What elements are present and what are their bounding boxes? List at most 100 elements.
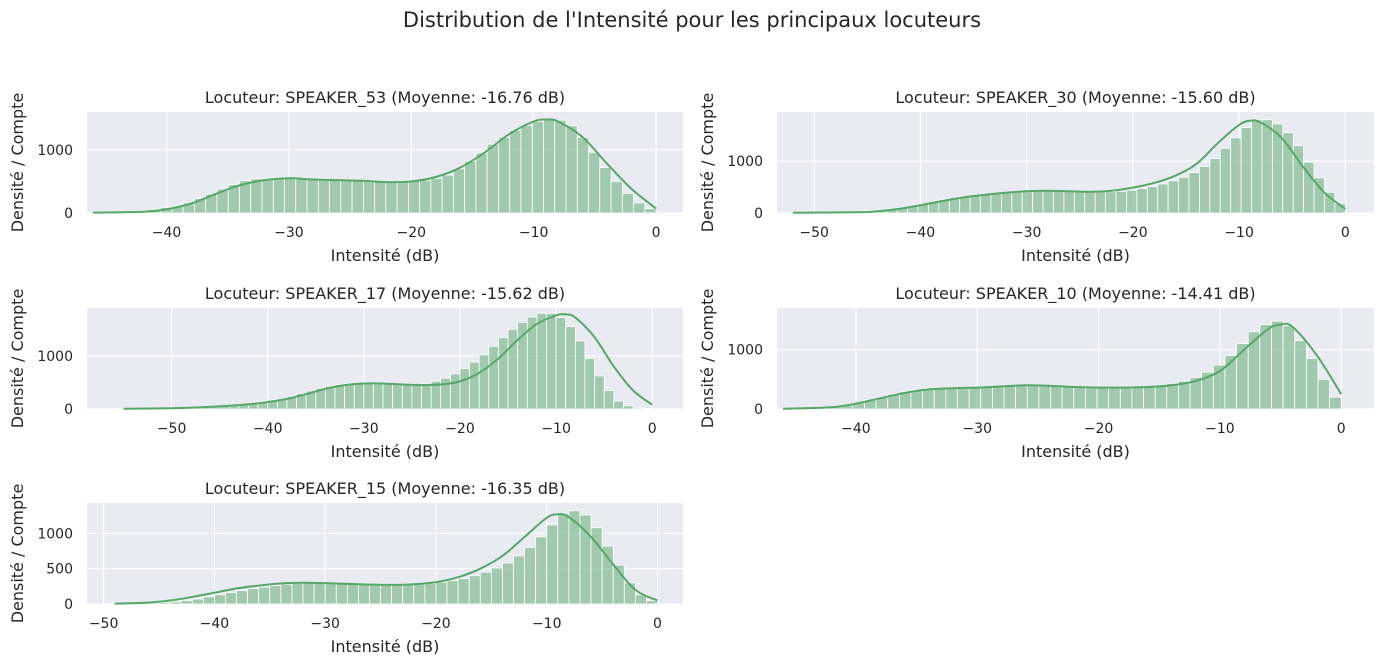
histogram-bar [1094, 191, 1107, 214]
histogram-bar [1050, 386, 1063, 410]
histogram-bar [459, 368, 470, 410]
y-tick-label: 1000 [727, 154, 763, 170]
y-tick-label: 0 [64, 597, 73, 613]
histogram-bar [449, 373, 461, 410]
histogram-bar [1317, 378, 1331, 410]
x-tick-label: −50 [157, 421, 187, 437]
subplot-title: Locuteur: SPEAKER_30 (Moyenne: -15.60 dB… [895, 88, 1255, 108]
histogram-bar [291, 583, 304, 605]
histogram-bar [295, 178, 308, 214]
y-tick-label: 0 [754, 402, 763, 418]
histogram-bar [202, 596, 215, 605]
histogram-bar [1240, 127, 1252, 214]
histogram-bar [520, 124, 533, 214]
histogram-bar [1143, 386, 1156, 410]
histogram-bar [634, 594, 647, 605]
histogram-bar [411, 384, 422, 410]
histogram-bar [1085, 387, 1098, 410]
histogram-bar [1230, 137, 1242, 214]
subplot-2: −50 −40 −30 −20 −10 0 0 1000 Locuteur: SPEAKER_3… [698, 88, 1374, 265]
y-tick-label: 0 [754, 206, 763, 222]
histogram-bar [1105, 191, 1117, 214]
histogram-bar [633, 202, 646, 214]
histogram-bar [1061, 386, 1075, 410]
subplot-1: −40 −30 −20 −10 0 0 1000 Locuteur: SPEAKER_53 (… [8, 88, 683, 265]
histogram-bar [957, 387, 970, 410]
histogram-bar [392, 384, 403, 410]
x-tick-label: −10 [1224, 225, 1254, 241]
histogram-bar [446, 580, 459, 605]
histogram-bar [468, 575, 481, 605]
histogram-bar [419, 179, 432, 214]
histogram-bar [380, 584, 393, 605]
histogram-bar [413, 583, 426, 605]
histogram-bar [945, 387, 958, 410]
histogram-bar [623, 405, 634, 410]
histogram-bar [1219, 147, 1232, 214]
x-tick-label: 0 [1337, 421, 1346, 437]
histogram-bar [402, 584, 415, 605]
subplots: −40 −30 −20 −10 0 0 1000 Locuteur: SPEAKER_53 (… [8, 88, 1374, 656]
histogram-bar [324, 582, 337, 605]
histogram-bar [1015, 384, 1028, 410]
kde-line [792, 119, 1346, 214]
histogram-bar [1251, 119, 1263, 214]
histogram-bar [346, 583, 359, 605]
histogram-bar [588, 151, 601, 214]
histogram-bar [498, 136, 511, 214]
x-tick-label: −30 [349, 421, 379, 437]
histogram-bar [329, 180, 342, 214]
histogram-bar [1261, 119, 1273, 214]
subplot-title: Locuteur: SPEAKER_53 (Moyenne: -16.76 dB… [205, 88, 565, 108]
histogram-bar [469, 361, 480, 410]
histogram-bar [488, 345, 499, 410]
x-tick-label: −10 [519, 225, 549, 241]
histogram-bar [351, 180, 364, 214]
histogram-bar [1026, 384, 1040, 410]
histogram-bar [401, 384, 413, 410]
kde-line [123, 313, 653, 410]
x-axis-label: Intensité (dB) [1021, 442, 1130, 461]
x-tick-label: −20 [421, 616, 451, 632]
histogram-bar [435, 581, 448, 605]
histogram-bar [574, 340, 586, 410]
histogram-bar [1063, 190, 1075, 214]
histogram-bar [280, 583, 293, 605]
histogram-bar [269, 585, 282, 605]
histogram-bar [317, 179, 330, 214]
histogram-bar [1178, 380, 1191, 410]
x-tick-label: −40 [152, 225, 182, 241]
histogram-bar [490, 567, 503, 605]
histogram-bar [1294, 340, 1307, 410]
histogram-bar [344, 383, 355, 410]
histogram-bar [933, 387, 947, 410]
histogram-bar [424, 583, 437, 605]
histogram-bar [557, 513, 570, 605]
histogram-bar [306, 178, 319, 214]
histogram-bar [1154, 384, 1168, 410]
histogram-bar [169, 601, 182, 605]
x-tick-label: −40 [200, 616, 230, 632]
histogram-bar [1084, 190, 1096, 214]
x-tick-label: 0 [1341, 225, 1350, 241]
histogram-bar [391, 584, 404, 605]
histogram-bar [535, 536, 548, 605]
histogram-bar [158, 602, 171, 605]
histogram-bar [543, 119, 556, 214]
histogram-bar [457, 578, 470, 605]
subplot-title: Locuteur: SPEAKER_10 (Moyenne: -14.41 dB… [895, 284, 1255, 304]
histogram-bar [1259, 324, 1272, 410]
x-tick-label: −50 [89, 616, 119, 632]
histogram-bar [313, 582, 326, 605]
histogram-bar [623, 582, 636, 605]
histogram-bar [990, 193, 1002, 214]
histogram-bar [1224, 355, 1237, 410]
histogram-bar [1126, 189, 1138, 214]
histogram-bar [555, 317, 567, 410]
histogram-bar [546, 312, 557, 410]
histogram-bar [1157, 183, 1169, 214]
histogram-bar [191, 598, 204, 605]
x-tick-label: −50 [799, 225, 829, 241]
histogram-bar [258, 586, 271, 605]
x-tick-label: −10 [1205, 421, 1235, 437]
